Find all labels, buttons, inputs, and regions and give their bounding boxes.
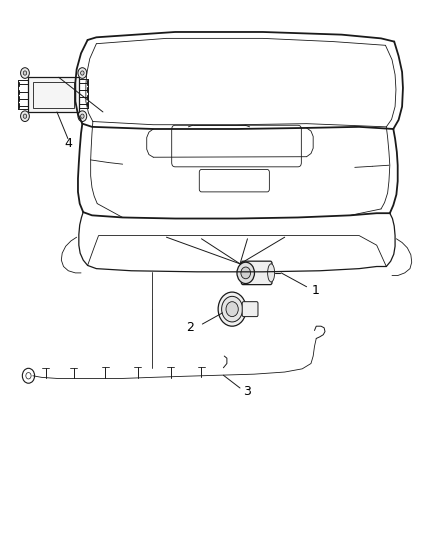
Circle shape — [21, 111, 29, 122]
Text: 3: 3 — [244, 385, 251, 398]
Circle shape — [23, 71, 27, 75]
Ellipse shape — [268, 264, 275, 282]
Text: 4: 4 — [64, 138, 72, 150]
Circle shape — [78, 111, 87, 122]
Circle shape — [81, 114, 84, 118]
FancyBboxPatch shape — [241, 261, 272, 285]
FancyBboxPatch shape — [28, 77, 79, 112]
Circle shape — [222, 296, 243, 322]
Text: 2: 2 — [187, 321, 194, 334]
Circle shape — [78, 68, 87, 78]
Circle shape — [237, 262, 254, 284]
Circle shape — [23, 114, 27, 118]
Circle shape — [218, 292, 246, 326]
Circle shape — [81, 71, 84, 75]
Circle shape — [21, 68, 29, 78]
Circle shape — [241, 267, 251, 279]
FancyBboxPatch shape — [242, 302, 258, 317]
Circle shape — [226, 302, 238, 317]
Text: 1: 1 — [311, 284, 319, 297]
